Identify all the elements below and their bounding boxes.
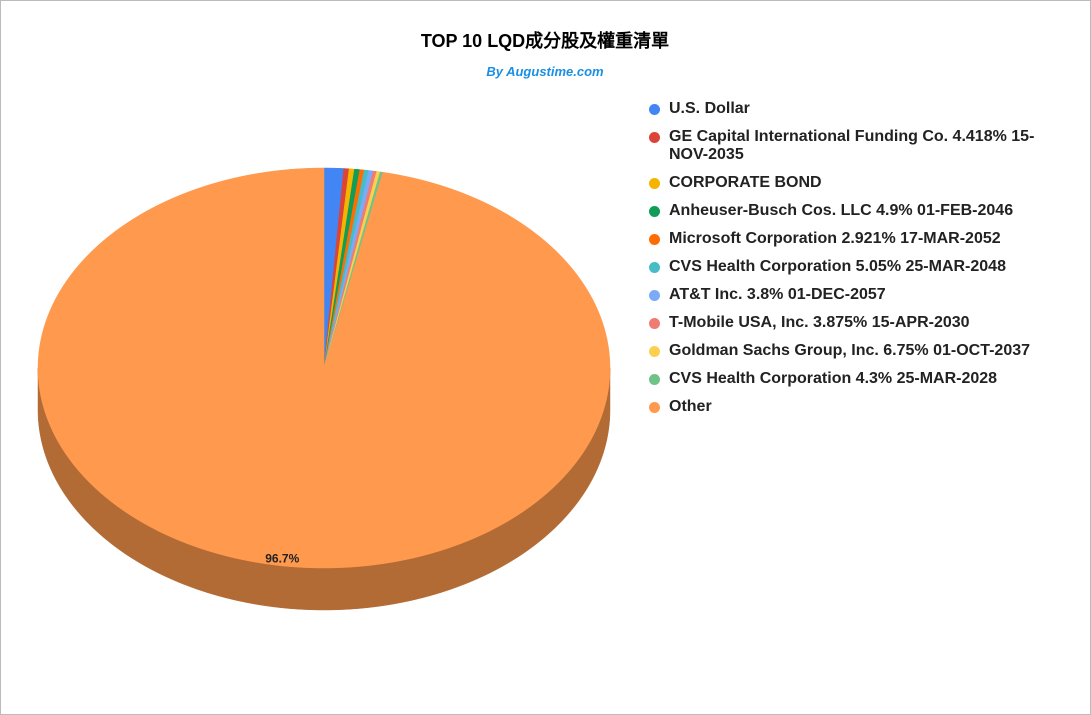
chart-subtitle: By Augustime.com	[486, 64, 604, 79]
legend-marker	[649, 104, 660, 115]
legend-marker	[649, 290, 660, 301]
legend-marker	[649, 132, 660, 143]
legend-item: Goldman Sachs Group, Inc. 6.75% 01-OCT-2…	[645, 342, 1045, 360]
legend-marker	[649, 178, 660, 189]
legend-label: CVS Health Corporation 4.3% 25-MAR-2028	[669, 370, 998, 387]
legend-label: U.S. Dollar	[669, 100, 750, 117]
legend-marker	[649, 346, 660, 357]
legend-item: Microsoft Corporation 2.921% 17-MAR-2052	[645, 230, 1045, 248]
legend-marker	[649, 262, 660, 273]
legend-marker	[649, 374, 660, 385]
legend-label: GE Capital International Funding Co. 4.4…	[669, 128, 1035, 163]
legend-item: Anheuser-Busch Cos. LLC 4.9% 01-FEB-2046	[645, 202, 1045, 220]
legend: U.S. Dollar GE Capital International Fund…	[645, 100, 1045, 426]
legend-label: T-Mobile USA, Inc. 3.875% 15-APR-2030	[669, 314, 970, 331]
legend-marker	[649, 402, 660, 413]
legend-item: CVS Health Corporation 4.3% 25-MAR-2028	[645, 370, 1045, 388]
legend-item: CORPORATE BOND	[645, 174, 1045, 192]
legend-marker	[649, 206, 660, 217]
legend-item: U.S. Dollar	[645, 100, 1045, 118]
pie-slice	[37, 167, 611, 569]
chart-title: TOP 10 LQD成分股及權重清單	[421, 30, 669, 51]
legend-label: Microsoft Corporation 2.921% 17-MAR-2052	[669, 230, 1001, 247]
pie: 96.7%	[37, 167, 611, 611]
legend-label: Goldman Sachs Group, Inc. 6.75% 01-OCT-2…	[669, 342, 1031, 359]
legend-item: AT&T Inc. 3.8% 01-DEC-2057	[645, 286, 1045, 304]
value-label: 96.7%	[265, 551, 299, 565]
legend-label: Other	[669, 398, 712, 415]
legend-item: GE Capital International Funding Co. 4.4…	[645, 128, 1045, 164]
legend-label: CVS Health Corporation 5.05% 25-MAR-2048	[669, 258, 1006, 275]
legend-marker	[649, 318, 660, 329]
legend-item: CVS Health Corporation 5.05% 25-MAR-2048	[645, 258, 1045, 276]
legend-item: T-Mobile USA, Inc. 3.875% 15-APR-2030	[645, 314, 1045, 332]
legend-label: AT&T Inc. 3.8% 01-DEC-2057	[669, 286, 886, 303]
legend-item: Other	[645, 398, 1045, 416]
legend-label: Anheuser-Busch Cos. LLC 4.9% 01-FEB-2046	[669, 202, 1014, 219]
legend-label: CORPORATE BOND	[669, 174, 822, 191]
legend-marker	[649, 234, 660, 245]
